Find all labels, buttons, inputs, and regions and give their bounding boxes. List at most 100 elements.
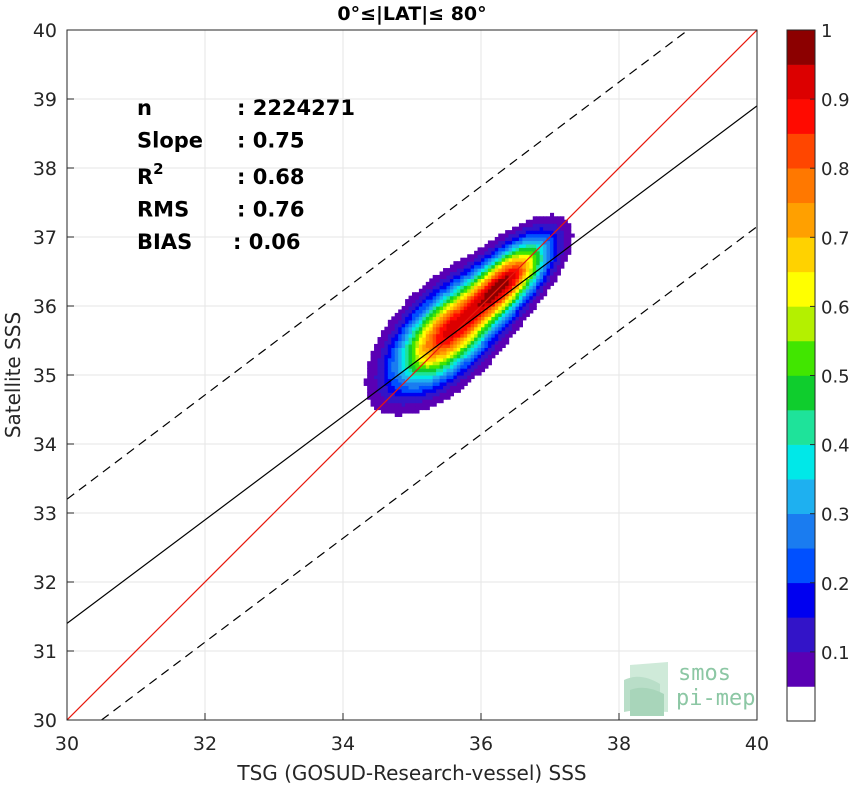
density-cell [453, 326, 458, 331]
density-cell [487, 271, 492, 276]
density-cell [474, 306, 479, 311]
density-cell [498, 295, 503, 300]
density-cell [470, 333, 475, 338]
density-cell [512, 233, 517, 238]
density-cell [391, 316, 396, 321]
density-cell [491, 281, 496, 286]
density-cell [401, 354, 406, 359]
density-cell [387, 347, 392, 352]
density-cell [408, 371, 413, 376]
density-cell [467, 333, 472, 338]
density-cell [370, 371, 375, 376]
density-cell [560, 243, 565, 248]
density-cell [449, 312, 454, 317]
y-tick-label: 31 [33, 641, 57, 663]
density-cell [370, 395, 375, 400]
density-cell [481, 368, 486, 373]
density-cell [394, 337, 399, 342]
density-cell [553, 268, 558, 273]
density-cell [380, 399, 385, 404]
regression-line [67, 105, 757, 624]
density-cell [418, 395, 423, 400]
density-cell [453, 375, 458, 380]
stat-label-text: RMS [137, 198, 189, 222]
density-cell [412, 409, 417, 414]
density-cell [412, 347, 417, 352]
density-cell [474, 264, 479, 269]
density-cell [405, 306, 410, 311]
density-cell [453, 299, 458, 304]
density-cell [418, 316, 423, 321]
density-cell [439, 354, 444, 359]
density-cell [498, 316, 503, 321]
density-cell [494, 237, 499, 242]
density-cell [367, 381, 372, 386]
density-cell [518, 306, 523, 311]
density-cell [425, 388, 430, 393]
density-cell [456, 306, 461, 311]
density-cell [491, 295, 496, 300]
density-cell [484, 261, 489, 266]
density-cell [474, 257, 479, 262]
density-cell [408, 406, 413, 411]
density-cell [439, 385, 444, 390]
density-cell [453, 381, 458, 386]
density-cell [467, 340, 472, 345]
colorbar-segment [787, 444, 815, 480]
density-cell [560, 233, 565, 238]
density-cell [429, 306, 434, 311]
density-cell [505, 337, 510, 342]
chart-title: 0°≤|LAT|≤ 80° [337, 3, 486, 25]
density-cell [408, 361, 413, 366]
density-cell [418, 399, 423, 404]
density-cell [567, 230, 572, 235]
density-cell [546, 264, 551, 269]
density-cell [536, 274, 541, 279]
density-cell [415, 326, 420, 331]
density-cell [487, 330, 492, 335]
density-cell [415, 350, 420, 355]
density-cell [394, 402, 399, 407]
density-cell [429, 323, 434, 328]
density-cell [508, 240, 513, 245]
density-cell [422, 316, 427, 321]
density-cell [460, 340, 465, 345]
density-cell [418, 323, 423, 328]
density-cell [505, 274, 510, 279]
density-cell [477, 268, 482, 273]
density-cell [515, 254, 520, 259]
density-cell [543, 216, 548, 221]
density-cell [387, 340, 392, 345]
density-cell [418, 385, 423, 390]
density-cell [429, 340, 434, 345]
density-cell [560, 254, 565, 259]
density-cell [443, 278, 448, 283]
density-cell [512, 268, 517, 273]
density-cell [405, 354, 410, 359]
density-cell [481, 285, 486, 290]
density-cell [377, 354, 382, 359]
density-cell [408, 343, 413, 348]
density-cell [467, 274, 472, 279]
density-cell [446, 323, 451, 328]
density-cell [505, 281, 510, 286]
density-cell [532, 292, 537, 297]
density-cell [536, 281, 541, 286]
density-cell [439, 281, 444, 286]
density-cell [484, 302, 489, 307]
density-cell [498, 268, 503, 273]
density-cell [487, 316, 492, 321]
density-cell [494, 309, 499, 314]
density-cell [412, 354, 417, 359]
density-cell [436, 278, 441, 283]
density-cell [491, 343, 496, 348]
density-cell [515, 285, 520, 290]
density-cell [518, 274, 523, 279]
density-cell [453, 309, 458, 314]
density-cell [456, 340, 461, 345]
density-cell [408, 326, 413, 331]
density-cell [477, 323, 482, 328]
density-cell [391, 375, 396, 380]
x-tick-label: 40 [745, 733, 769, 755]
